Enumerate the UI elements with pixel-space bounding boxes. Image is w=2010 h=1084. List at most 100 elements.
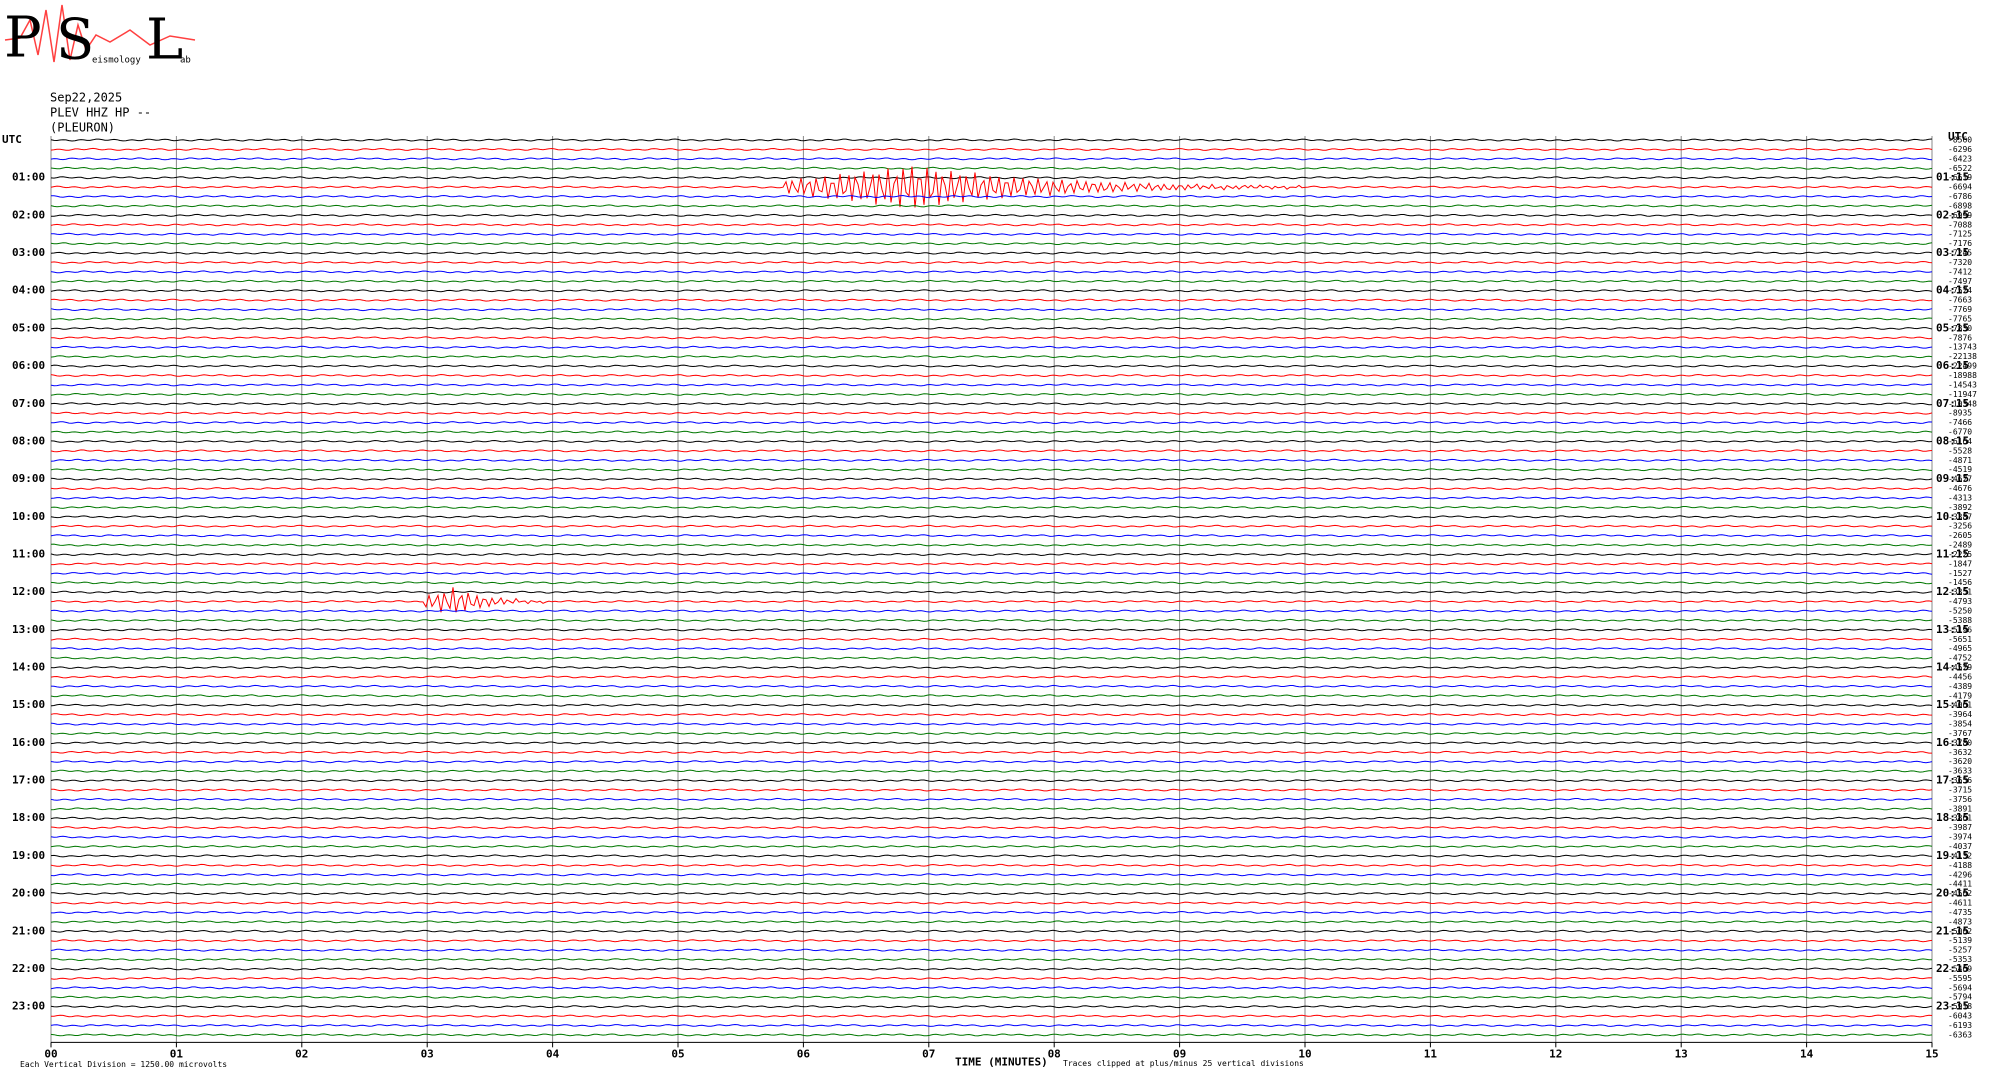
trace — [50, 138, 1933, 142]
trace — [50, 336, 1933, 340]
row-label: 13:00 — [12, 623, 45, 636]
row-label: 10:00 — [12, 510, 45, 523]
row-offset: -4296 — [1948, 870, 1972, 879]
scale-note: Each Vertical Division = 1250.00 microvo… — [20, 1060, 227, 1069]
row-offset: -5918 — [1948, 1002, 1972, 1011]
row-offset: -4037 — [1948, 842, 1972, 851]
x-tick-label: 14 — [1800, 1047, 1814, 1060]
trace — [50, 468, 1933, 472]
trace — [50, 223, 1933, 227]
row-offset: -8560 — [1948, 136, 1972, 145]
row-label: 09:00 — [12, 472, 45, 485]
row-label: 07:15 — [1936, 397, 1969, 410]
trace — [50, 496, 1933, 500]
trace — [50, 486, 1933, 491]
row-offset: -5196 — [1948, 625, 1972, 634]
row-offset: -5794 — [1948, 993, 1972, 1002]
trace — [50, 587, 1933, 613]
row-label: 21:00 — [12, 924, 45, 937]
trace — [50, 957, 1932, 962]
trace — [50, 326, 1933, 330]
row-offset: -22499 — [1948, 362, 1977, 371]
trace — [50, 317, 1933, 321]
trace — [50, 571, 1933, 575]
row-offset: -3256 — [1948, 522, 1972, 531]
row-label: 20:15 — [1936, 887, 1969, 900]
row-offset: -3656 — [1948, 776, 1972, 785]
trace — [50, 844, 1933, 849]
trace — [50, 176, 1933, 180]
logo-letter: S — [56, 8, 94, 73]
trace — [50, 807, 1933, 811]
x-tick-label: 06 — [797, 1047, 811, 1060]
trace — [50, 892, 1933, 896]
row-offset: -3767 — [1948, 729, 1972, 738]
row-label: 20:00 — [12, 887, 45, 900]
trace — [50, 694, 1933, 698]
x-tick-label: 13 — [1675, 1047, 1688, 1060]
row-offset: -7769 — [1948, 305, 1972, 314]
trace — [50, 364, 1933, 368]
trace — [50, 665, 1933, 670]
row-offset: -1847 — [1948, 559, 1972, 568]
row-label: 05:00 — [12, 321, 45, 334]
row-label: 11:00 — [12, 547, 45, 560]
trace — [50, 543, 1933, 547]
row-offset: -6770 — [1948, 428, 1972, 437]
trace — [50, 684, 1933, 688]
row-offset: -4873 — [1948, 917, 1972, 926]
row-label: 03:00 — [12, 246, 45, 259]
row-offset: -3891 — [1948, 804, 1972, 813]
row-offset: -4179 — [1948, 691, 1972, 700]
trace — [50, 166, 1933, 208]
row-offset: -4502 — [1948, 889, 1972, 898]
row-offset: -7245 — [1948, 249, 1972, 258]
row-label: 14:15 — [1936, 661, 1969, 674]
trace — [50, 383, 1932, 387]
trace — [50, 345, 1933, 349]
row-offset: -6898 — [1948, 201, 1972, 210]
station: PLEV HHZ HP -- — [50, 106, 151, 120]
trace — [50, 873, 1933, 877]
trace — [50, 882, 1933, 886]
trace — [50, 590, 1933, 594]
row-offset: -4871 — [1948, 456, 1972, 465]
trace — [50, 242, 1933, 246]
left-axis-label: UTC — [2, 133, 22, 146]
row-label: 09:15 — [1936, 472, 1969, 485]
trace — [50, 477, 1933, 481]
logo-word: eismology — [92, 56, 141, 66]
trace — [50, 920, 1933, 924]
row-offset: -3633 — [1948, 767, 1972, 776]
trace — [50, 430, 1933, 434]
row-label: 15:00 — [12, 698, 45, 711]
trace — [50, 1023, 1933, 1028]
trace — [50, 166, 1933, 170]
row-label: 12:00 — [12, 585, 45, 598]
row-label: 06:15 — [1936, 359, 1969, 372]
logo: P S eismology L ab — [4, 4, 196, 73]
row-offset: -4579 — [1948, 663, 1972, 672]
trace — [50, 1005, 1933, 1009]
trace — [50, 741, 1933, 745]
row-label: 08:15 — [1936, 434, 1969, 447]
x-tick-label: 09 — [1173, 1047, 1186, 1060]
trace — [50, 270, 1933, 274]
trace — [50, 524, 1933, 528]
row-offset: -3715 — [1948, 785, 1972, 794]
x-tick-label: 00 — [44, 1047, 57, 1060]
row-offset: -10348 — [1948, 399, 1977, 408]
row-label: 08:00 — [12, 434, 45, 447]
row-offset: -2489 — [1948, 541, 1972, 550]
trace — [50, 901, 1933, 905]
row-offset: -7574 — [1948, 286, 1972, 295]
row-label: 16:00 — [12, 736, 45, 749]
x-tick-label: 02 — [295, 1047, 308, 1060]
row-offset: -5257 — [1948, 946, 1972, 955]
row-offset: -5388 — [1948, 616, 1972, 625]
row-label: 07:00 — [12, 397, 45, 410]
x-tick-label: 07 — [922, 1047, 935, 1060]
row-offset: -4752 — [1948, 654, 1972, 663]
row-offset: -6164 — [1948, 437, 1972, 446]
row-offset: -7497 — [1948, 277, 1972, 286]
